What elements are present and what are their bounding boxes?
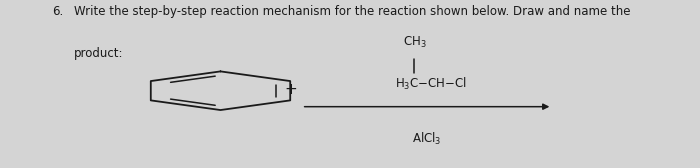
Text: CH$_3$: CH$_3$ bbox=[402, 34, 426, 50]
Text: 6.: 6. bbox=[52, 5, 64, 18]
Text: AlCl$_3$: AlCl$_3$ bbox=[412, 131, 442, 147]
Text: +: + bbox=[284, 81, 297, 97]
Text: Write the step-by-step reaction mechanism for the reaction shown below. Draw and: Write the step-by-step reaction mechanis… bbox=[74, 5, 630, 18]
Text: H$_3$C$-$CH$-$Cl: H$_3$C$-$CH$-$Cl bbox=[395, 76, 468, 92]
Text: product:: product: bbox=[74, 47, 123, 60]
